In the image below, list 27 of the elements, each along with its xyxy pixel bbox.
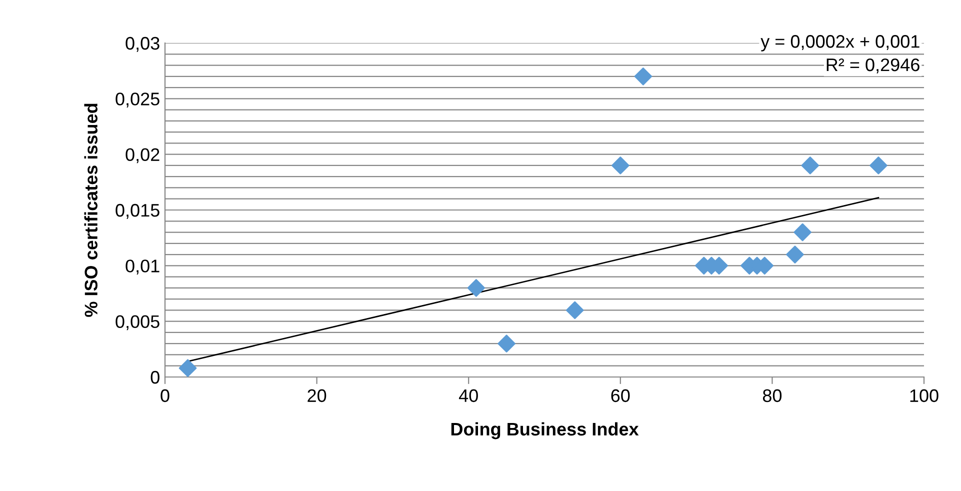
x-tick-label: 80 [762, 389, 782, 402]
y-tick-label: 0,03 [126, 36, 160, 52]
y-tick-label: 0,01 [126, 260, 160, 275]
y-tick-label: 0,025 [116, 92, 160, 108]
y-tick-label: 0,015 [116, 204, 160, 219]
x-axis-title: Doing Business Index [451, 422, 639, 440]
point [566, 301, 584, 320]
point [870, 156, 888, 174]
point [467, 279, 486, 297]
y-tick-label: 0,02 [126, 148, 160, 164]
point [634, 67, 652, 86]
point [178, 359, 197, 377]
x-tick-label: 100 [910, 389, 938, 402]
x-tick-label: 20 [308, 389, 326, 402]
x-tick-label: 40 [458, 389, 478, 402]
y-tick-label: 0 [150, 370, 160, 384]
x-tick-label: 60 [611, 389, 630, 402]
point [498, 334, 516, 353]
annotation: y = 0,0002x + 0,001 [760, 35, 920, 52]
y-tick-label: 0,005 [116, 315, 160, 330]
point [611, 156, 630, 174]
x-tick-label: 0 [160, 389, 170, 402]
y-axis-title: % ISO certificates issued [84, 104, 98, 317]
annotation: R² = 0,2946 [826, 58, 920, 74]
point [794, 223, 812, 242]
point [801, 156, 820, 174]
point [786, 246, 804, 264]
